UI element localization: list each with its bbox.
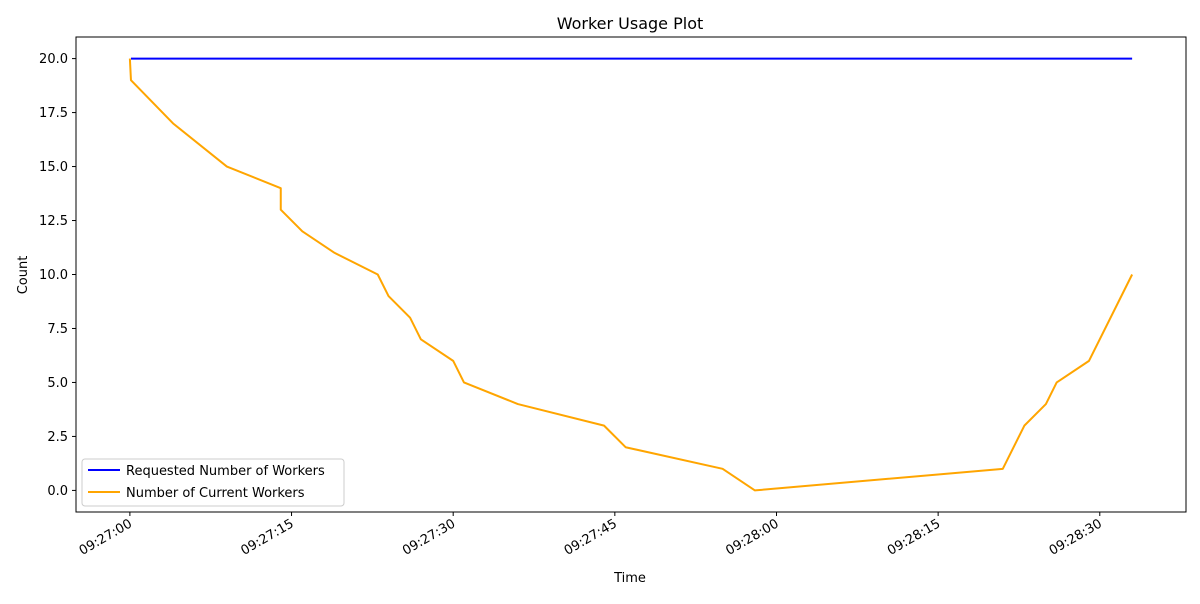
plot-lines	[128, 57, 1134, 492]
y-tick-label: 15.0	[39, 160, 68, 175]
y-tick-label: 2.5	[47, 430, 68, 445]
x-axis-label: Time	[613, 571, 646, 586]
y-axis-label: Count	[16, 256, 31, 295]
y-tick-label: 17.5	[39, 106, 68, 121]
x-tick-label: 09:28:00	[723, 516, 781, 558]
x-tick-label: 09:27:30	[400, 516, 458, 558]
x-axis: 09:27:00 09:27:15 09:27:30 09:27:45 09:28:00…	[77, 512, 1105, 559]
series-line-current-workers	[128, 58, 1134, 492]
x-tick-label: 09:27:45	[562, 516, 620, 558]
x-tick-label: 09:28:30	[1047, 516, 1105, 558]
plot-frame	[75, 36, 1187, 513]
x-tick-label: 09:27:15	[238, 516, 296, 558]
chart-title: Worker Usage Plot	[557, 14, 704, 33]
y-tick-label: 12.5	[39, 214, 68, 229]
x-tick-label: 09:28:15	[885, 516, 943, 558]
x-tick-label: 09:27:00	[77, 516, 135, 558]
y-axis: 0.0 2.5 5.0 7.5 10.0 12.5 15.0 17.5 20.0	[39, 52, 76, 499]
y-tick-label: 10.0	[39, 268, 68, 283]
y-tick-label: 20.0	[39, 52, 68, 67]
y-tick-label: 7.5	[47, 322, 68, 337]
y-tick-label: 5.0	[47, 376, 68, 391]
legend-frame	[81, 458, 345, 507]
legend-label-current: Number of Current Workers	[126, 486, 305, 501]
legend-label-requested: Requested Number of Workers	[126, 464, 325, 479]
y-tick-label: 0.0	[47, 484, 68, 499]
legend: Requested Number of Workers Number of Cu…	[81, 458, 345, 507]
